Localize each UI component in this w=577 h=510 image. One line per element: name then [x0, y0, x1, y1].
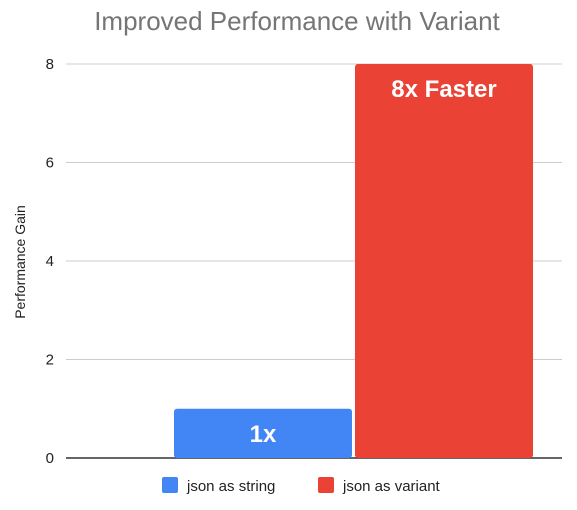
bars: [174, 64, 533, 458]
data-label: 1x: [250, 421, 277, 448]
y-tick-label: 6: [46, 155, 54, 172]
y-axis-label: Performance Gain: [12, 205, 28, 319]
data-labels: 1x 8x Faster: [250, 76, 497, 448]
legend-swatch: [318, 477, 334, 493]
y-tick-label: 8: [46, 56, 54, 73]
bar-json-as-variant: [355, 64, 533, 458]
y-tick-label: 2: [46, 352, 54, 369]
legend-swatch: [162, 477, 178, 493]
legend-label: json as string: [186, 478, 275, 495]
y-tick-label: 4: [46, 253, 54, 270]
data-label: 8x Faster: [391, 76, 496, 103]
chart-title: Improved Performance with Variant: [94, 6, 500, 36]
legend-label: json as variant: [342, 478, 441, 495]
y-tick-labels: 0 2 4 6 8: [46, 56, 54, 467]
legend: json as string json as variant: [162, 477, 441, 495]
y-tick-label: 0: [46, 450, 54, 467]
bar-json-as-string: [174, 408, 352, 458]
